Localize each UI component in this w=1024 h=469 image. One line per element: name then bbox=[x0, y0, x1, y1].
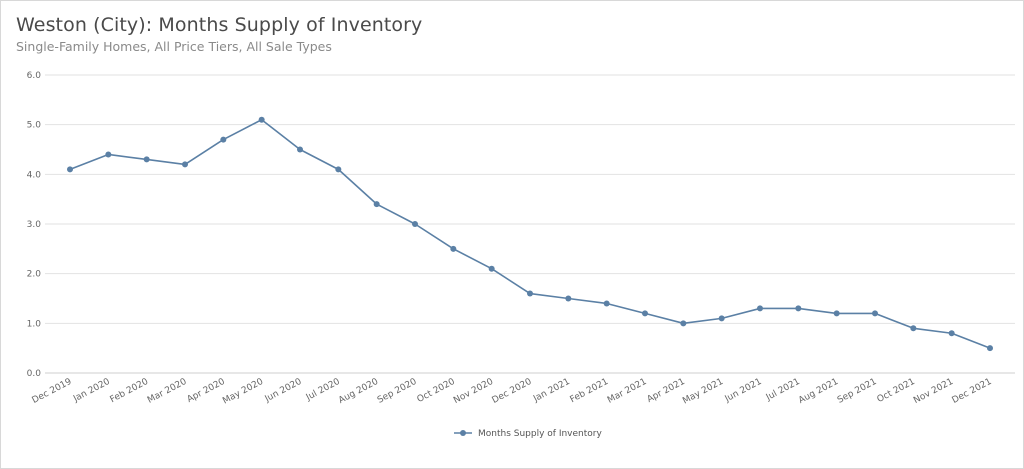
data-point bbox=[603, 300, 610, 307]
x-tick-label: Jul 2020 bbox=[304, 377, 342, 404]
x-tick-label: Jul 2021 bbox=[764, 377, 802, 403]
x-tick-label: Dec 2020 bbox=[491, 377, 534, 406]
data-point bbox=[258, 116, 265, 123]
x-tick-label: Dec 2021 bbox=[951, 377, 994, 406]
data-point bbox=[488, 265, 495, 272]
x-tick-label: Sep 2021 bbox=[836, 377, 878, 406]
data-point bbox=[450, 245, 457, 252]
x-tick-label: Jun 2021 bbox=[723, 377, 764, 405]
x-tick-label: Aug 2021 bbox=[797, 377, 840, 406]
data-point bbox=[412, 221, 418, 227]
chart-subtitle: Single-Family Homes, All Price Tiers, Al… bbox=[16, 39, 332, 54]
data-point bbox=[948, 330, 955, 337]
x-tick-label: Oct 2020 bbox=[416, 377, 457, 405]
x-tick-label: Sep 2020 bbox=[376, 377, 419, 406]
x-tick-label: Dec 2019 bbox=[31, 377, 74, 406]
data-point bbox=[872, 310, 878, 317]
x-tick-label: Apr 2021 bbox=[646, 377, 687, 405]
legend: Months Supply of Inventory bbox=[454, 429, 602, 439]
x-tick-label: Jun 2020 bbox=[263, 377, 304, 405]
data-point bbox=[182, 161, 188, 168]
legend-label: Months Supply of Inventory bbox=[478, 429, 602, 439]
data-point bbox=[565, 295, 572, 302]
data-point bbox=[987, 345, 993, 352]
data-point bbox=[220, 136, 227, 143]
legend-swatch-marker bbox=[460, 430, 466, 436]
y-tick-label: 4.0 bbox=[27, 170, 42, 180]
data-point bbox=[680, 320, 687, 327]
data-point bbox=[757, 305, 763, 312]
x-tick-label: Mar 2020 bbox=[146, 377, 189, 406]
y-tick-label: 5.0 bbox=[27, 121, 42, 131]
data-point bbox=[143, 156, 150, 163]
x-tick-label: May 2021 bbox=[681, 377, 725, 407]
data-point bbox=[373, 201, 380, 208]
y-tick-label: 6.0 bbox=[27, 71, 42, 81]
x-tick-label: May 2020 bbox=[221, 377, 265, 407]
data-point bbox=[527, 290, 533, 297]
x-tick-label: Jan 2020 bbox=[71, 377, 112, 405]
x-tick-label: Mar 2021 bbox=[606, 377, 648, 406]
x-tick-label: Oct 2021 bbox=[876, 377, 917, 405]
data-point bbox=[718, 315, 725, 322]
x-tick-label: Nov 2021 bbox=[912, 377, 955, 406]
y-tick-label: 1.0 bbox=[27, 319, 42, 329]
x-tick-label: Aug 2020 bbox=[337, 377, 380, 406]
x-tick-label: Nov 2020 bbox=[452, 377, 495, 406]
data-point bbox=[795, 305, 802, 312]
series-line bbox=[69, 118, 991, 349]
x-tick-label: Feb 2020 bbox=[109, 377, 151, 406]
x-tick-label: Apr 2020 bbox=[186, 377, 227, 405]
data-point bbox=[642, 310, 648, 317]
y-tick-label: 3.0 bbox=[27, 220, 42, 230]
data-point bbox=[335, 166, 342, 173]
x-tick-label: Jan 2021 bbox=[531, 377, 572, 405]
y-tick-label: 2.0 bbox=[27, 270, 42, 280]
y-tick-label: 0.0 bbox=[27, 369, 42, 379]
data-point bbox=[67, 166, 73, 173]
x-tick-label: Feb 2021 bbox=[569, 377, 611, 405]
data-point bbox=[105, 151, 112, 158]
chart-title: Weston (City): Months Supply of Inventor… bbox=[16, 14, 423, 36]
data-point bbox=[833, 310, 840, 317]
data-point bbox=[297, 146, 303, 153]
data-point bbox=[910, 325, 917, 332]
